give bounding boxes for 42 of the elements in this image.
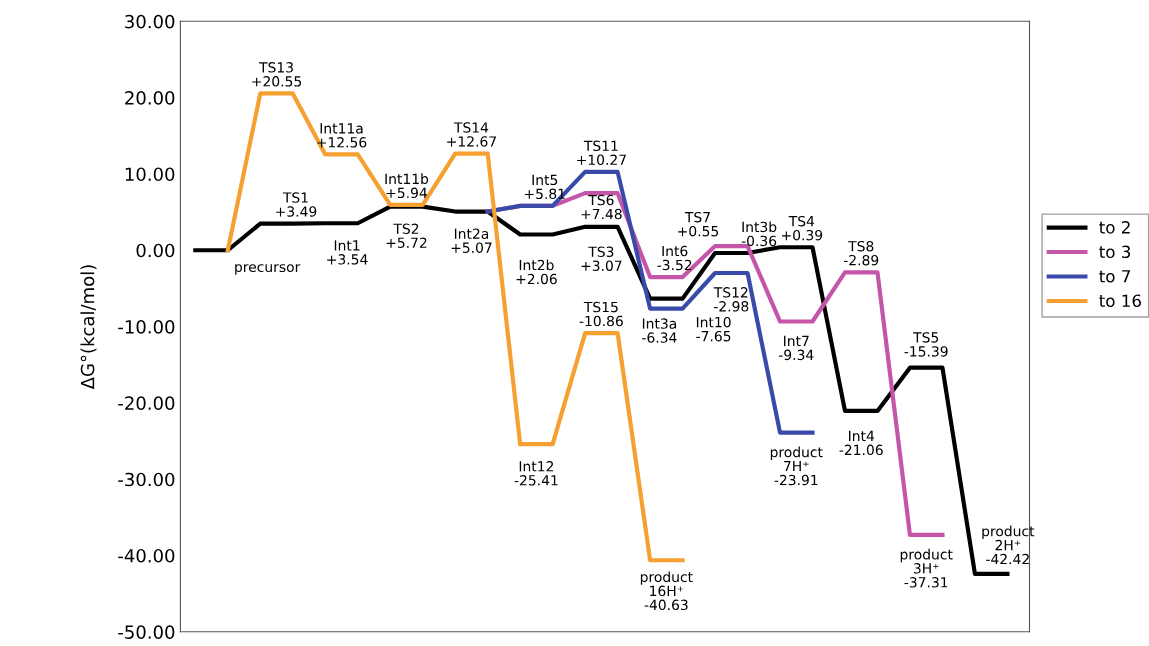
annotation: Int12 -25.41 <box>514 461 558 486</box>
annotation: Int2a +5.07 <box>451 228 492 253</box>
y-tick-label: 30.00 <box>125 14 175 29</box>
annotation: Int2b +2.06 <box>516 259 557 285</box>
annotation: TS13 +20.55 <box>252 62 302 87</box>
y-tick-label: -10.00 <box>118 320 175 334</box>
annotation: TS14 +12.67 <box>447 122 496 147</box>
annotation: Int6 -3.52 <box>657 245 692 271</box>
annotation: Int11b +5.94 <box>385 173 429 199</box>
y-tick-label: -40.00 <box>118 548 175 563</box>
annotation: TS1 +3.49 <box>276 192 317 217</box>
annotation: product 7H⁺ -23.91 <box>770 446 823 486</box>
annotation: Int3b -0.36 <box>741 221 777 247</box>
annotation: Int4 -21.06 <box>839 430 883 456</box>
legend-label: to 16 <box>1099 294 1141 308</box>
annotation: product 16H⁺ -40.63 <box>640 571 693 611</box>
y-tick-label: 10.00 <box>125 167 175 182</box>
annotation: TS3 +3.07 <box>581 246 622 271</box>
y-tick-label: -50.00 <box>118 625 175 639</box>
annotation: TS2 +5.72 <box>386 223 427 248</box>
annotation: Int7 -9.34 <box>778 335 814 361</box>
annotation: TS5 -15.39 <box>904 332 948 357</box>
y-tick-label: -30.00 <box>118 472 175 487</box>
legend-label: to 3 <box>1099 245 1131 259</box>
annotation: TS7 +0.55 <box>678 211 719 237</box>
annotation: TS4 +0.39 <box>782 215 823 241</box>
annotation: Int3a -6.34 <box>642 318 677 343</box>
annotation: TS15 -10.86 <box>579 301 623 327</box>
annotation: Int10 -7.65 <box>696 316 731 342</box>
annotation: TS8 -2.89 <box>843 240 879 266</box>
annotation: precursor <box>235 264 301 275</box>
legend-label: to 7 <box>1099 270 1130 283</box>
annotation: TS6 +7.48 <box>581 194 622 220</box>
y-tick-label: 20.00 <box>125 91 175 105</box>
annotation: product 3H⁺ -37.31 <box>900 548 953 588</box>
annotation: TS12 -2.98 <box>713 287 749 312</box>
annotation: TS11 +10.27 <box>577 140 626 166</box>
y-axis-title: ΔG°(kcal/mol) <box>80 265 97 390</box>
legend-label: to 2 <box>1099 221 1130 234</box>
annotation: Int1 +3.54 <box>327 240 368 265</box>
y-tick-label: -20.00 <box>118 396 175 410</box>
y-tick-label: 0.00 <box>136 243 175 258</box>
